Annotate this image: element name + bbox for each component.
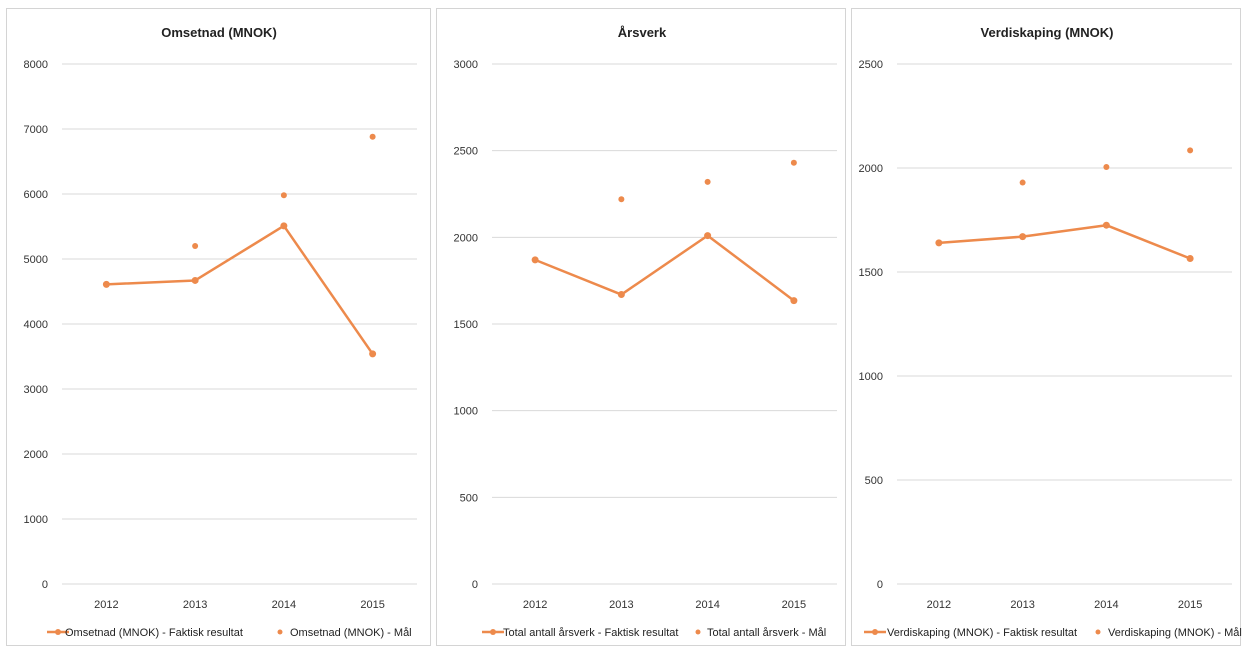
data-point-target xyxy=(1019,179,1026,186)
legend-label: Total antall årsverk - Faktisk resultat xyxy=(503,627,678,639)
legend-swatch-marker xyxy=(277,629,283,635)
data-point-target xyxy=(369,133,376,140)
data-point-target xyxy=(790,159,797,166)
data-point-target xyxy=(1103,163,1110,170)
data-point-actual xyxy=(790,297,798,305)
data-point-target xyxy=(618,196,625,203)
data-point-actual xyxy=(617,291,625,299)
data-point-actual xyxy=(191,276,199,284)
chart-arsverk: Årsverk 0 500 1000 1500 2000 2500 3000 2012 2013… xyxy=(454,25,837,639)
data-point-actual xyxy=(1102,221,1110,229)
chart-panel-verdiskaping: Verdiskaping (MNOK) 0 500 1000 1500 2000 2500… xyxy=(851,8,1242,646)
series-line-actual xyxy=(938,223,1191,260)
x-tick-label: 2014 xyxy=(695,599,719,611)
legend-swatch-marker xyxy=(490,629,496,635)
y-tick-label: 500 xyxy=(865,475,883,487)
y-tick-label: 1000 xyxy=(24,514,48,526)
data-point-actual xyxy=(1186,254,1194,262)
y-tick-label: 3000 xyxy=(24,384,48,396)
y-tick-label: 2000 xyxy=(24,449,48,461)
y-tick-label: 1500 xyxy=(859,267,883,279)
x-tick-label: 2012 xyxy=(523,599,547,611)
data-point-actual xyxy=(1019,233,1027,241)
data-point-actual xyxy=(102,280,110,288)
chart-title: Omsetnad (MNOK) xyxy=(161,25,277,40)
legend-swatch-marker xyxy=(872,629,878,635)
y-tick-label: 7000 xyxy=(24,124,48,136)
x-tick-label: 2013 xyxy=(609,599,633,611)
x-tick-label: 2015 xyxy=(360,599,384,611)
x-tick-label: 2012 xyxy=(927,599,951,611)
y-tick-label: 0 xyxy=(472,579,478,591)
data-point-target xyxy=(280,192,287,199)
y-tick-label: 2000 xyxy=(454,232,478,244)
chart-verdiskaping: Verdiskaping (MNOK) 0 500 1000 1500 2000 2500… xyxy=(859,25,1242,639)
y-tick-label: 5000 xyxy=(24,254,48,266)
data-point-actual xyxy=(369,350,377,358)
data-point-actual xyxy=(935,239,943,247)
y-tick-label: 2500 xyxy=(859,59,883,71)
data-point-target xyxy=(192,243,199,249)
y-tick-label: 6000 xyxy=(24,189,48,201)
legend-swatch-marker xyxy=(55,629,61,635)
x-tick-label: 2015 xyxy=(782,599,806,611)
y-tick-label: 2500 xyxy=(454,146,478,158)
y-tick-label: 0 xyxy=(877,579,883,591)
x-tick-label: 2015 xyxy=(1178,599,1202,611)
legend-label: Verdiskaping (MNOK) - Faktisk resultat xyxy=(887,627,1077,639)
data-point-actual xyxy=(704,232,712,240)
x-tick-label: 2014 xyxy=(272,599,296,611)
series-line-actual xyxy=(106,224,374,355)
series-line-actual xyxy=(534,234,795,302)
y-tick-label: 4000 xyxy=(24,319,48,331)
y-tick-label: 2000 xyxy=(859,163,883,175)
x-tick-label: 2012 xyxy=(94,599,118,611)
chart-panel-arsverk: Årsverk 0 500 1000 1500 2000 2500 3000 2012 2013… xyxy=(436,8,846,646)
legend-swatch-marker xyxy=(695,629,701,635)
chart-title: Årsverk xyxy=(618,25,667,40)
data-point-actual xyxy=(531,256,539,264)
y-tick-label: 0 xyxy=(42,579,48,591)
y-tick-label: 500 xyxy=(460,492,478,504)
y-tick-label: 3000 xyxy=(454,59,478,71)
x-tick-label: 2014 xyxy=(1094,599,1118,611)
y-tick-label: 8000 xyxy=(24,59,48,71)
chart-omsetnad: Omsetnad (MNOK) 0 1000 2000 3000 4000 5000 600… xyxy=(24,25,417,639)
legend-label: Total antall årsverk - Mål xyxy=(707,627,826,639)
y-tick-label: 1000 xyxy=(454,406,478,418)
y-tick-label: 1000 xyxy=(859,371,883,383)
x-tick-label: 2013 xyxy=(1010,599,1034,611)
legend-label: Omsetnad (MNOK) - Mål xyxy=(290,627,412,639)
y-tick-label: 1500 xyxy=(454,319,478,331)
x-tick-label: 2013 xyxy=(183,599,207,611)
data-point-target xyxy=(1187,147,1194,154)
legend-label: Verdiskaping (MNOK) - Mål xyxy=(1108,627,1242,639)
data-point-target xyxy=(704,178,711,185)
data-point-actual xyxy=(280,222,288,230)
chart-panel-omsetnad: Omsetnad (MNOK) 0 1000 2000 3000 4000 5000 600… xyxy=(6,8,431,646)
legend-label: Omsetnad (MNOK) - Faktisk resultat xyxy=(65,627,243,639)
legend-swatch-marker xyxy=(1095,629,1101,635)
chart-title: Verdiskaping (MNOK) xyxy=(981,25,1114,40)
